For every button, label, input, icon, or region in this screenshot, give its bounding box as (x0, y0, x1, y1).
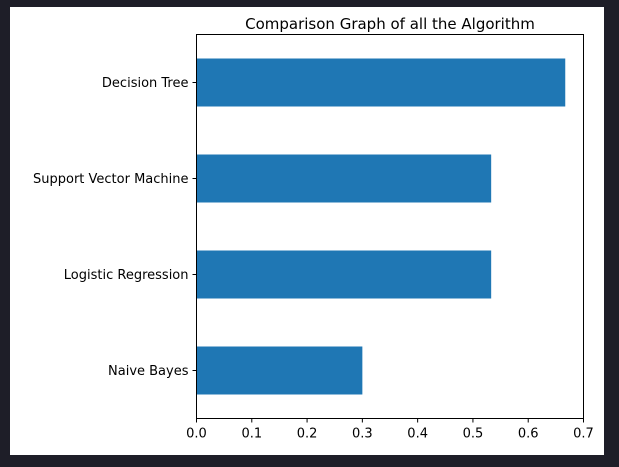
x-axis-ticks: 0.0 0.1 0.2 0.3 0.4 0.5 0.6 0.7 (186, 418, 594, 442)
x-tick-label: 0.2 (297, 427, 318, 442)
bar (196, 154, 492, 203)
x-tick-label: 0.6 (518, 427, 539, 442)
x-tick-label: 0.0 (186, 427, 207, 442)
y-axis-ticks: Naive Bayes Logistic Regression Support Ve… (33, 76, 197, 379)
figure-canvas: Comparison Graph of all the Algorithm Na… (10, 7, 604, 455)
x-tick-label: 0.7 (573, 427, 594, 442)
bar (196, 346, 363, 395)
x-tick-label: 0.1 (241, 427, 262, 442)
y-tick-label: Decision Tree (102, 76, 189, 91)
x-tick-label: 0.5 (463, 427, 484, 442)
y-tick-label: Logistic Regression (64, 268, 189, 283)
y-tick-label: Naive Bayes (108, 364, 189, 379)
y-tick-label: Support Vector Machine (33, 172, 189, 187)
chart-title: Comparison Graph of all the Algorithm (245, 15, 535, 33)
bar (196, 58, 566, 107)
bar (196, 250, 492, 299)
bar-chart: Comparison Graph of all the Algorithm Na… (33, 15, 594, 442)
x-tick-label: 0.4 (407, 427, 428, 442)
x-tick-label: 0.3 (352, 427, 373, 442)
bars-group (196, 58, 566, 395)
plot-area-frame (196, 34, 584, 419)
